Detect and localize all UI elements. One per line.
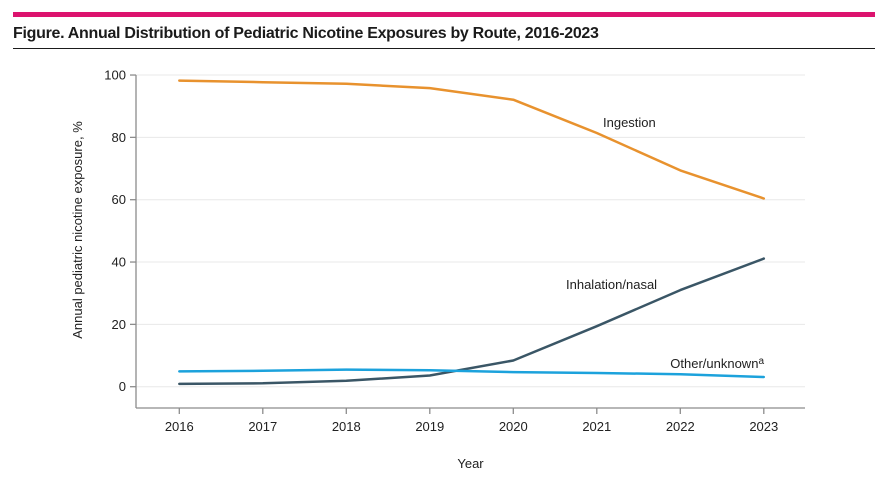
figure-title: Figure. Annual Distribution of Pediatric… xyxy=(13,25,599,42)
footnote-marker: a xyxy=(758,356,764,367)
title-rule xyxy=(13,48,875,49)
x-tick-label-2022: 2022 xyxy=(666,419,695,434)
x-tick-label-2021: 2021 xyxy=(582,419,611,434)
series-line-ingestion xyxy=(178,79,766,200)
x-tick-label-2018: 2018 xyxy=(332,419,361,434)
accent-bar xyxy=(13,12,875,17)
y-tick-label-20: 20 xyxy=(112,317,126,332)
x-tick-label-2019: 2019 xyxy=(415,419,444,434)
x-tick-label-2020: 2020 xyxy=(499,419,528,434)
series-label-other-unknown: Other/unknowna xyxy=(670,356,764,371)
y-axis-title: Annual pediatric nicotine exposure, % xyxy=(70,121,85,339)
y-tick-label-0: 0 xyxy=(119,379,126,394)
series-line-inhalation-nasal xyxy=(178,257,766,386)
x-tick-label-2017: 2017 xyxy=(248,419,277,434)
series-label-ingestion: Ingestion xyxy=(603,115,656,130)
x-axis-title: Year xyxy=(457,456,484,471)
y-tick-label-80: 80 xyxy=(112,130,126,145)
series-line-other-unknown xyxy=(178,368,766,379)
x-tick-label-2016: 2016 xyxy=(165,419,194,434)
series-label-inhalation-nasal: Inhalation/nasal xyxy=(566,277,657,292)
y-tick-label-100: 100 xyxy=(104,68,126,83)
x-tick-label-2023: 2023 xyxy=(749,419,778,434)
line-chart: 0 20 40 60 80 100 2016 2017 2018 2019 2020 2021 2022… xyxy=(70,68,805,471)
y-tick-label-40: 40 xyxy=(112,255,126,270)
y-tick-label-60: 60 xyxy=(112,192,126,207)
